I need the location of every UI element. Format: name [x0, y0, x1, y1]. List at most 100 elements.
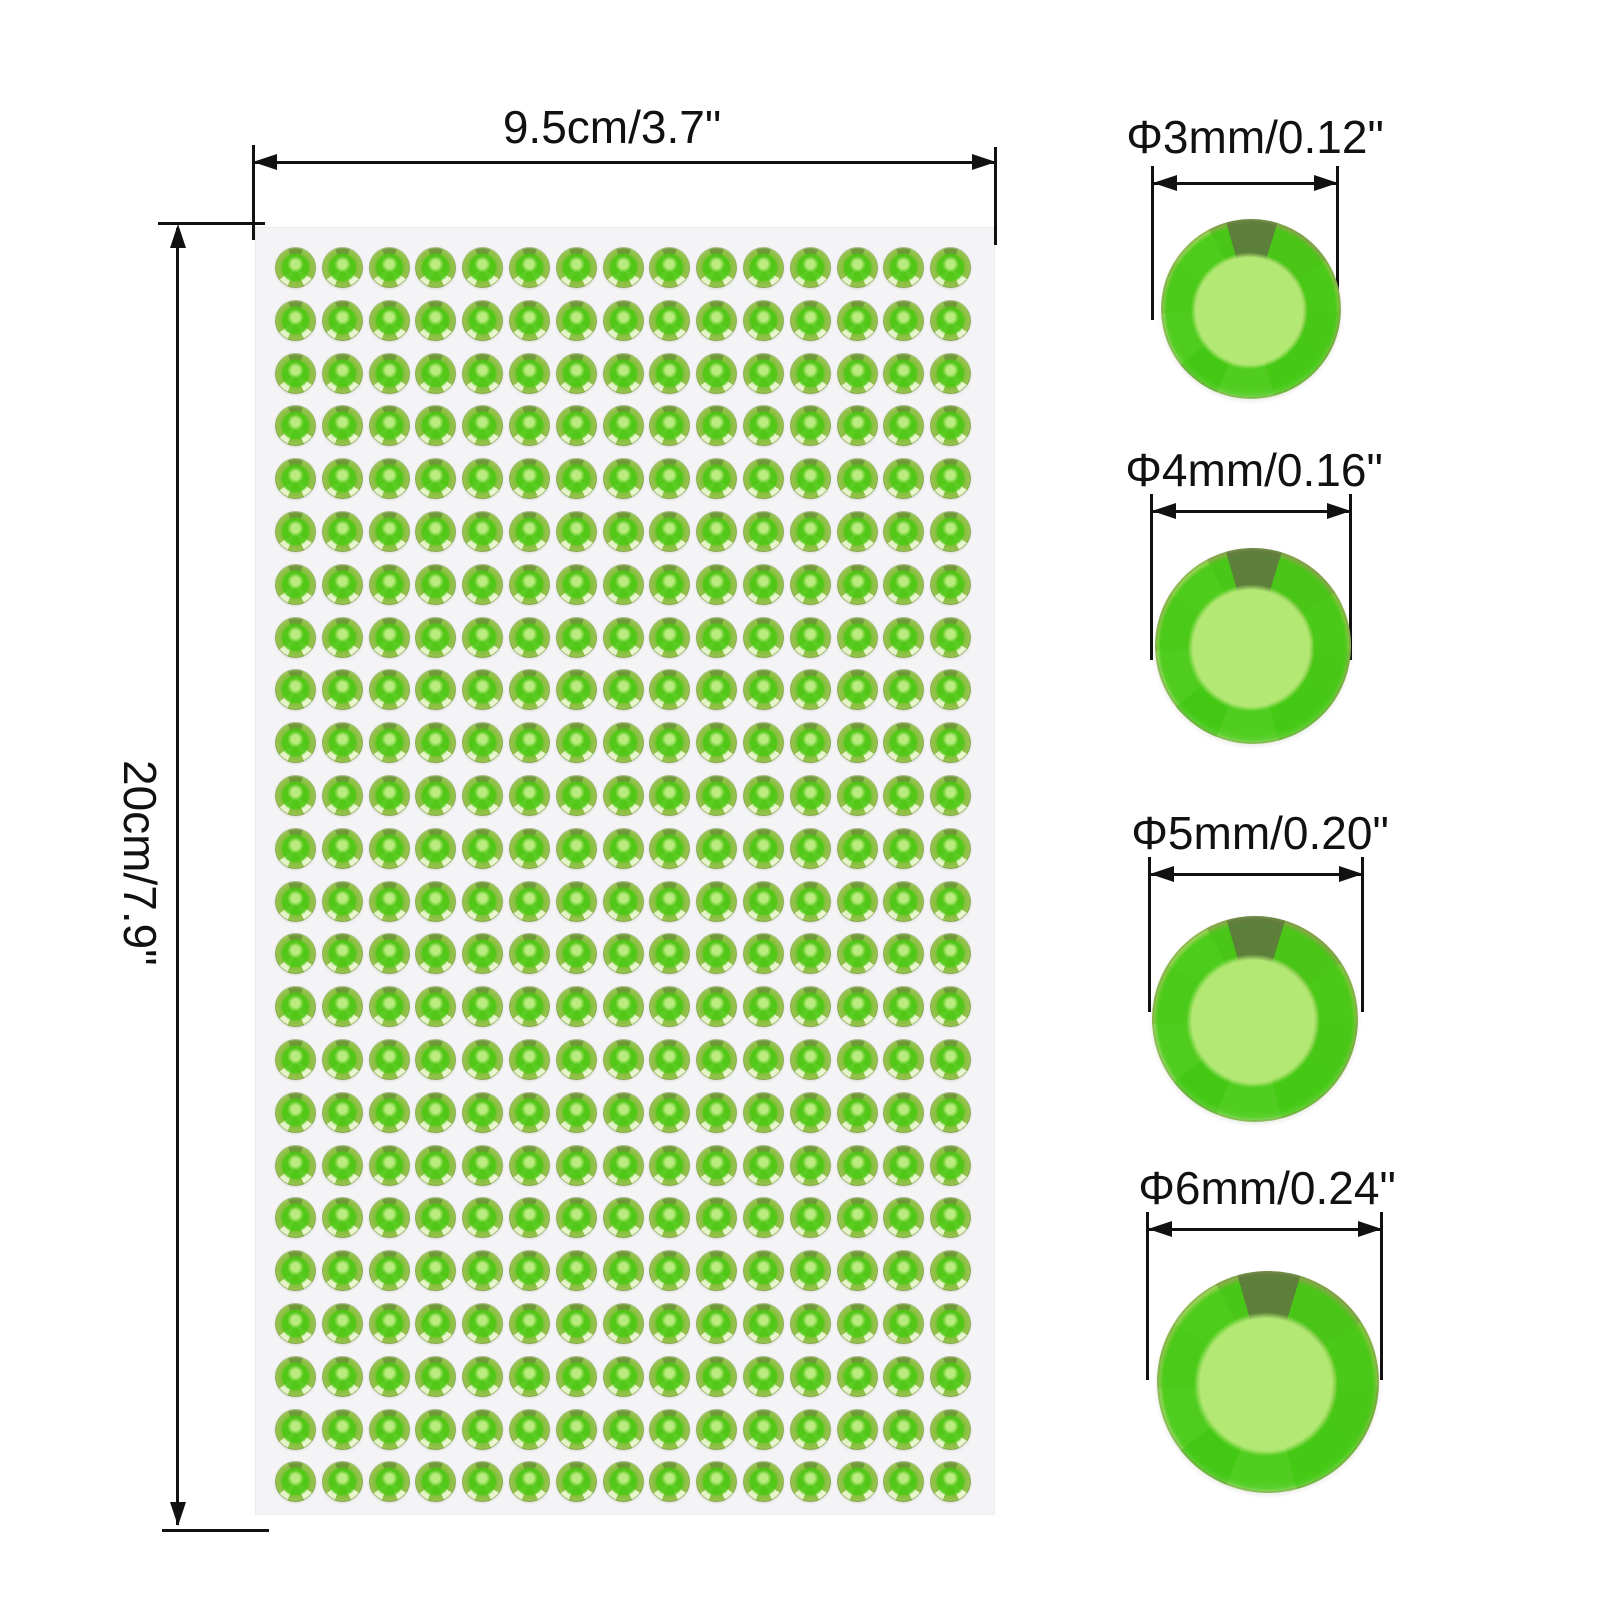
rhinestone: [275, 1144, 316, 1186]
rhinestone: [696, 616, 738, 658]
rhinestone: [368, 563, 410, 605]
rhinestone: [649, 563, 691, 605]
rhinestone: [649, 1250, 691, 1292]
rhinestone: [462, 458, 504, 500]
gem-5mm-arrow-right-icon: [1339, 866, 1363, 882]
rhinestone: [509, 1091, 550, 1133]
rhinestone: [555, 563, 597, 605]
rhinestone: [930, 722, 972, 764]
rhinestone: [836, 775, 878, 816]
rhinestone: [368, 722, 410, 764]
rhinestone: [696, 458, 738, 500]
rhinestone: [789, 563, 831, 605]
rhinestone: [321, 1408, 363, 1450]
rhinestone: [368, 1461, 410, 1503]
rhinestone: [743, 1250, 784, 1292]
rhinestone: [321, 986, 363, 1028]
rhinestone: [462, 1197, 504, 1239]
rhinestone: [836, 1144, 878, 1186]
rhinestone: [462, 1461, 504, 1503]
rhinestone: [696, 405, 738, 447]
rhinestone: [462, 827, 504, 869]
gem-3mm-extension-right: [1336, 166, 1339, 320]
rhinestone: [555, 616, 597, 658]
rhinestone: [602, 1091, 644, 1133]
rhinestone-gem-6mm: [1157, 1271, 1379, 1493]
rhinestone: [743, 827, 784, 869]
rhinestone: [275, 1197, 316, 1239]
rhinestone: [321, 1461, 363, 1503]
rhinestone: [789, 775, 831, 816]
rhinestone: [321, 1250, 363, 1292]
rhinestone: [649, 616, 691, 658]
rhinestone: [602, 722, 644, 764]
rhinestone: [696, 1250, 738, 1292]
rhinestone: [415, 1250, 457, 1292]
rhinestone: [415, 1039, 457, 1080]
rhinestone: [883, 722, 925, 764]
rhinestone: [509, 563, 550, 605]
rhinestone: [649, 1039, 691, 1080]
rhinestone: [415, 827, 457, 869]
rhinestone: [509, 986, 550, 1028]
rhinestone: [368, 669, 410, 711]
rhinestone: [743, 1355, 784, 1397]
rhinestone: [368, 458, 410, 500]
rhinestone: [415, 563, 457, 605]
rhinestone: [836, 458, 878, 500]
rhinestone: [836, 352, 878, 394]
rhinestone: [415, 1144, 457, 1186]
rhinestone: [462, 405, 504, 447]
rhinestone: [555, 722, 597, 764]
rhinestone: [275, 616, 316, 658]
rhinestone: [602, 405, 644, 447]
rhinestone: [930, 880, 972, 922]
rhinestone: [555, 1461, 597, 1503]
rhinestone: [321, 1355, 363, 1397]
rhinestone: [649, 669, 691, 711]
rhinestone: [462, 1091, 504, 1133]
rhinestone: [836, 933, 878, 975]
rhinestone: [415, 405, 457, 447]
rhinestone: [321, 563, 363, 605]
rhinestone: [555, 247, 597, 288]
rhinestone: [555, 511, 597, 552]
rhinestone: [696, 352, 738, 394]
rhinestone: [649, 1144, 691, 1186]
rhinestone: [836, 616, 878, 658]
gem-6mm-extension-left: [1146, 1212, 1149, 1380]
rhinestone: [883, 1039, 925, 1080]
rhinestone: [368, 1091, 410, 1133]
rhinestone: [696, 986, 738, 1028]
rhinestone: [930, 1197, 972, 1239]
rhinestone: [789, 986, 831, 1028]
rhinestone: [368, 511, 410, 552]
rhinestone: [415, 616, 457, 658]
height-dim-arrow-up-icon: [170, 224, 186, 248]
rhinestone: [275, 1408, 316, 1450]
rhinestone: [883, 563, 925, 605]
rhinestone: [883, 1355, 925, 1397]
rhinestone: [602, 1144, 644, 1186]
rhinestone: [836, 299, 878, 341]
rhinestone: [275, 986, 316, 1028]
rhinestone: [883, 352, 925, 394]
rhinestone: [602, 458, 644, 500]
rhinestone: [696, 669, 738, 711]
rhinestone: [743, 458, 784, 500]
rhinestone: [555, 775, 597, 816]
rhinestone: [789, 1250, 831, 1292]
rhinestone: [649, 1408, 691, 1450]
rhinestone: [509, 1461, 550, 1503]
rhinestone: [602, 669, 644, 711]
width-dim-extension-left: [252, 145, 255, 240]
rhinestone: [368, 616, 410, 658]
rhinestone: [743, 722, 784, 764]
rhinestone: [696, 299, 738, 341]
rhinestone: [368, 299, 410, 341]
rhinestone: [462, 563, 504, 605]
rhinestone: [883, 880, 925, 922]
width-dim-line: [253, 161, 996, 164]
rhinestone: [743, 775, 784, 816]
rhinestone: [509, 669, 550, 711]
